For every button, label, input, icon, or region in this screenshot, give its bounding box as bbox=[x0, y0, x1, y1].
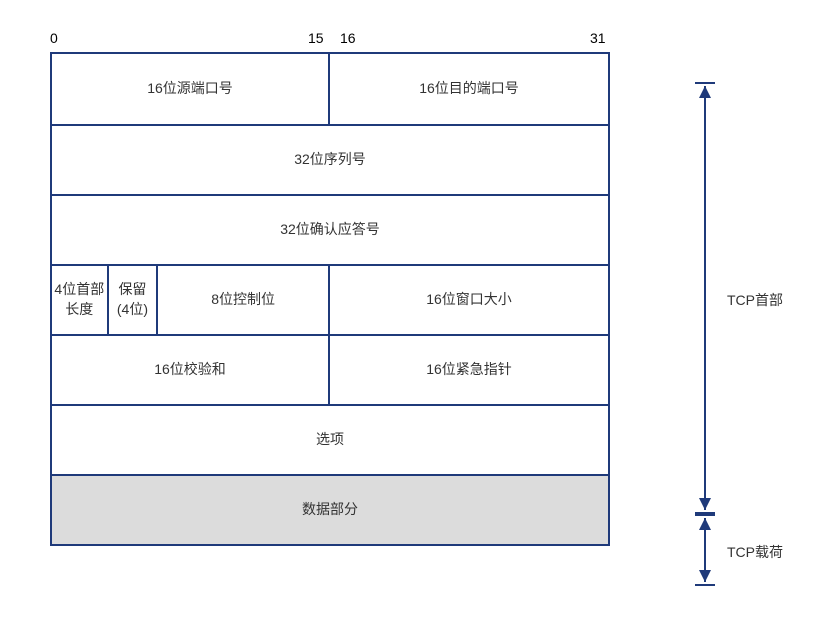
field-urgent-ptr: 16位紧急指针 bbox=[330, 336, 608, 404]
field-ack-num: 32位确认应答号 bbox=[52, 196, 608, 264]
field-reserved: 保留 (4位) bbox=[109, 266, 159, 334]
table-row: 16位校验和 16位紧急指针 bbox=[52, 334, 608, 404]
header-table: 16位源端口号 16位目的端口号 32位序列号 32位确认应答号 4位首部 长度… bbox=[50, 52, 610, 546]
bracket-label-payload: TCP载荷 bbox=[727, 542, 783, 562]
bit-label-15: 15 bbox=[308, 30, 324, 46]
tick-top bbox=[695, 514, 715, 516]
table-row: 32位序列号 bbox=[52, 124, 608, 194]
table-row: 选项 bbox=[52, 404, 608, 474]
bit-label-31: 31 bbox=[590, 30, 606, 46]
arrow-down-icon bbox=[699, 498, 711, 510]
bracket-label-header: TCP首部 bbox=[727, 290, 783, 310]
field-control-bits: 8位控制位 bbox=[158, 266, 330, 334]
field-data: 数据部分 bbox=[52, 476, 608, 544]
field-checksum: 16位校验和 bbox=[52, 336, 330, 404]
arrow-down-icon bbox=[699, 570, 711, 582]
table-row: 4位首部 长度 保留 (4位) 8位控制位 16位窗口大小 bbox=[52, 264, 608, 334]
field-options: 选项 bbox=[52, 406, 608, 474]
tcp-header-diagram: 0 15 16 31 16位源端口号 16位目的端口号 32位序列号 32位确认… bbox=[50, 30, 610, 546]
table-row: 数据部分 bbox=[52, 474, 608, 544]
table-row: 32位确认应答号 bbox=[52, 194, 608, 264]
field-window-size: 16位窗口大小 bbox=[330, 266, 608, 334]
field-dst-port: 16位目的端口号 bbox=[330, 54, 608, 124]
bit-label-0: 0 bbox=[50, 30, 58, 46]
bit-ruler: 0 15 16 31 bbox=[50, 30, 610, 52]
table-row: 16位源端口号 16位目的端口号 bbox=[52, 54, 608, 124]
tick-top bbox=[695, 82, 715, 84]
field-header-len: 4位首部 长度 bbox=[52, 266, 109, 334]
arrow-shaft bbox=[704, 86, 706, 510]
tick-bottom bbox=[695, 584, 715, 586]
field-src-port: 16位源端口号 bbox=[52, 54, 330, 124]
bit-label-16: 16 bbox=[340, 30, 356, 46]
field-seq-num: 32位序列号 bbox=[52, 126, 608, 194]
